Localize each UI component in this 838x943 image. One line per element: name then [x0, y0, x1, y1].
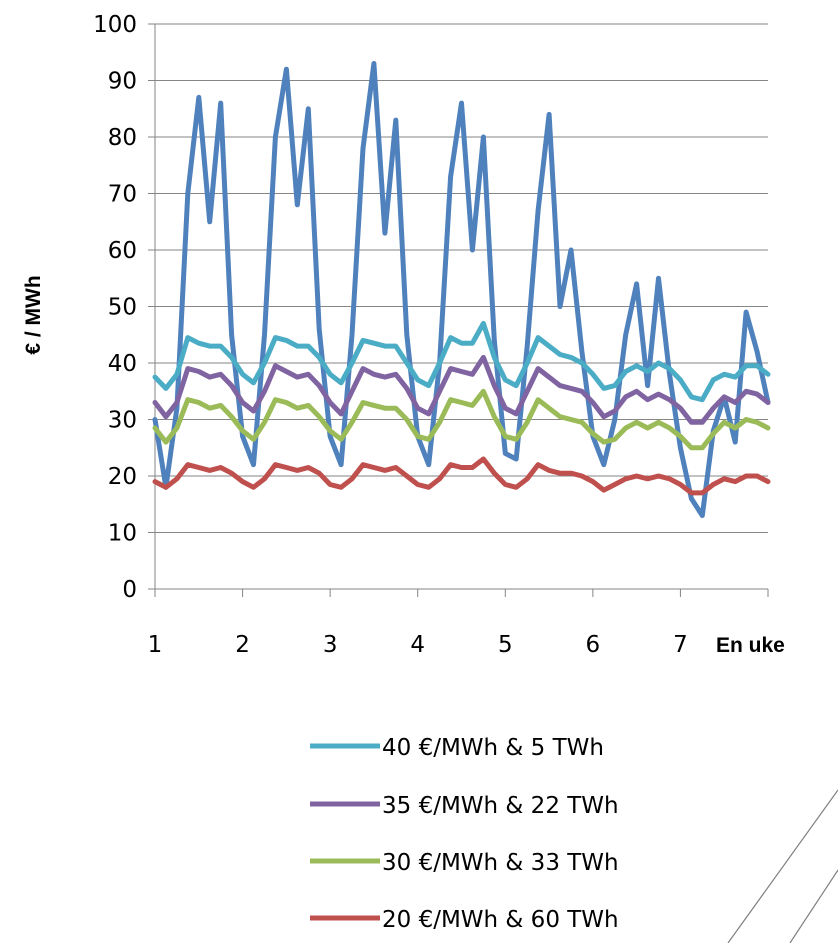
legend-label: 20 €/MWh & 60 TWh: [382, 907, 619, 933]
series-lines: [152, 61, 771, 518]
series-line-1: [152, 320, 771, 403]
gridlines: [148, 23, 768, 590]
y-tick-label: 80: [108, 125, 137, 151]
y-tick-label: 10: [108, 521, 137, 547]
y-tick-label: 40: [108, 351, 137, 377]
x-tick-label: 6: [586, 632, 601, 658]
axes: [154, 24, 769, 597]
x-tick-label: 3: [323, 632, 338, 658]
y-tick-label: 60: [108, 238, 137, 264]
y-tick-label: 100: [93, 12, 137, 38]
x-tick-labels: 1 2 3 4 5 6 7: [148, 632, 688, 658]
y-tick-label: 0: [122, 577, 137, 603]
series-line-4: [152, 456, 771, 496]
x-tick-label: 2: [235, 632, 250, 658]
x-tick-label: 5: [498, 632, 513, 658]
decorative-diagonal-lines: [727, 789, 838, 943]
legend-label: 35 €/MWh & 22 TWh: [382, 793, 619, 819]
y-tick-label: 50: [108, 295, 137, 321]
series-line-0: [152, 61, 771, 518]
series-line-2: [152, 354, 771, 425]
y-tick-label: 30: [108, 408, 137, 434]
x-tick-label: 7: [673, 632, 688, 658]
x-tick-label: 1: [148, 632, 163, 658]
x-tick-label: 4: [410, 632, 425, 658]
y-tick-label: 90: [108, 69, 137, 95]
legend: 40 €/MWh & 5 TWh 35 €/MWh & 22 TWh 30 €/MW…: [310, 735, 619, 933]
x-axis-title: En uke: [716, 634, 785, 657]
legend-label: 40 €/MWh & 5 TWh: [382, 735, 604, 761]
y-axis-title: € / MWh: [22, 275, 45, 354]
y-tick-labels: 0 10 20 30 40 50 60 70 80 90 100: [93, 12, 137, 603]
y-tick-label: 20: [108, 464, 137, 490]
y-tick-label: 70: [108, 182, 137, 208]
series-line-3: [152, 388, 771, 451]
legend-label: 30 €/MWh & 33 TWh: [382, 850, 619, 876]
